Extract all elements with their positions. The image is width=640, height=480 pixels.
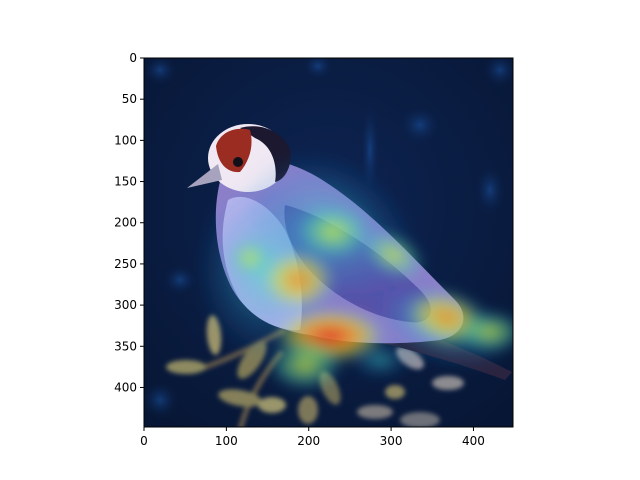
y-tick-label: 150 <box>114 175 137 189</box>
x-tick-label: 400 <box>462 434 485 448</box>
y-tick-label: 50 <box>122 92 137 106</box>
y-tick-label: 400 <box>114 380 137 394</box>
y-tick-label: 250 <box>114 257 137 271</box>
x-tick-label: 200 <box>297 434 320 448</box>
y-tick-label: 0 <box>129 51 137 65</box>
attention-heatmap-overlay <box>195 150 513 391</box>
y-tick-label: 100 <box>114 133 137 147</box>
y-tick-label: 300 <box>114 298 137 312</box>
x-tick-label: 300 <box>380 434 403 448</box>
x-tick-label: 100 <box>215 434 238 448</box>
y-tick-label: 350 <box>114 339 137 353</box>
y-tick-label: 200 <box>114 216 137 230</box>
axes-frame <box>143 57 514 428</box>
y-axis: 0 50 100 150 200 250 300 350 400 <box>114 51 144 394</box>
x-tick-label: 0 <box>140 434 148 448</box>
x-axis: 0 100 200 300 400 <box>140 427 485 448</box>
image-area <box>144 58 513 427</box>
